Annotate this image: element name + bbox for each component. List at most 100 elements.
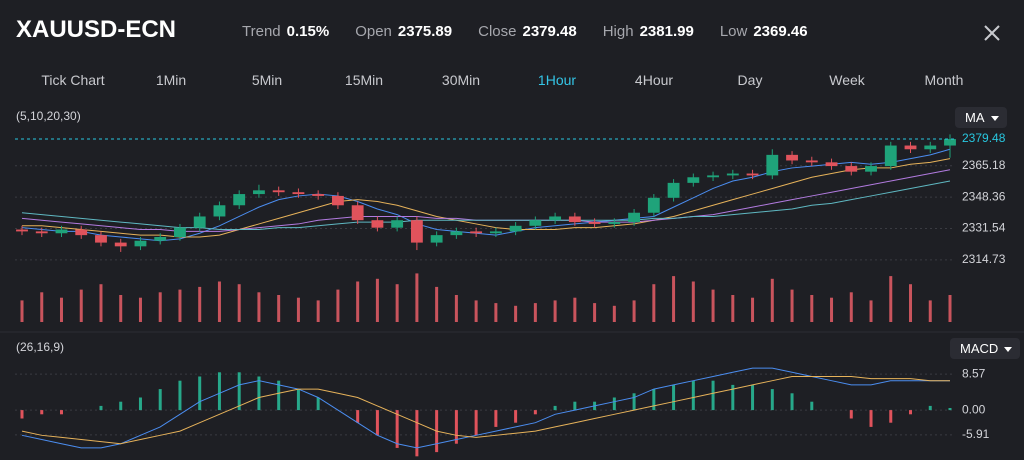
macd-bar xyxy=(494,410,498,427)
timeframe-tab[interactable]: 30Min xyxy=(441,72,481,88)
y-tick-label: 0.00 xyxy=(962,402,986,416)
macd-bar xyxy=(948,408,952,411)
macd-params: (26,16,9) xyxy=(16,340,64,354)
symbol: XAUUSD-ECN xyxy=(16,16,177,43)
candle-body xyxy=(529,220,542,226)
candle-body xyxy=(786,154,798,161)
macd-bar xyxy=(533,410,537,415)
macd-bar xyxy=(474,410,478,436)
y-tick-label: 2314.73 xyxy=(962,252,1006,266)
y-tick-label: 2348.36 xyxy=(962,189,1006,203)
candle-body xyxy=(331,195,344,206)
macd-dropdown[interactable]: MACD xyxy=(950,338,1021,359)
candle-body xyxy=(924,145,937,150)
candle-body xyxy=(371,220,384,228)
candle-body xyxy=(845,166,858,172)
volume-bar xyxy=(356,281,360,322)
volume-bar xyxy=(217,281,221,322)
volume-bar xyxy=(415,273,419,322)
candle-body xyxy=(726,173,739,176)
volume-bar xyxy=(119,295,123,322)
candle-body xyxy=(588,222,601,224)
candle-body xyxy=(55,229,68,234)
timeframe-tab[interactable]: Month xyxy=(924,72,964,88)
stat-label: High xyxy=(602,23,634,40)
volume-bar xyxy=(790,289,794,322)
candle-body xyxy=(75,229,88,236)
candle-body xyxy=(134,240,147,247)
macd-bar xyxy=(691,380,695,411)
volume-bar xyxy=(928,300,932,322)
candle-body xyxy=(608,222,621,224)
ma-params: (5,10,20,30) xyxy=(16,109,81,123)
candle-body xyxy=(233,194,246,206)
candle-body xyxy=(312,194,325,196)
candle-body xyxy=(766,154,779,176)
timeframe-tab[interactable]: Day xyxy=(737,72,763,88)
close-icon[interactable] xyxy=(984,25,1000,41)
macd-bar xyxy=(612,397,616,411)
timeframe-tab[interactable]: 4Hour xyxy=(634,72,674,88)
timeframe-tab[interactable]: 1Min xyxy=(155,72,187,88)
macd-bar xyxy=(652,389,656,411)
timeframe-tab[interactable]: 15Min xyxy=(344,72,384,88)
macd-line xyxy=(21,375,950,445)
macd-bar xyxy=(237,372,241,411)
candle-body xyxy=(450,231,463,236)
ma-dropdown[interactable]: MA xyxy=(955,107,1007,128)
stat: Open 2375.89 xyxy=(355,23,452,40)
macd-bar xyxy=(514,410,518,423)
stats: Trend 0.15% Open 2375.89 Close 2379.48 High 238… xyxy=(242,23,808,40)
volume-bar xyxy=(612,305,616,322)
volume-bar xyxy=(336,289,340,322)
macd-line xyxy=(21,367,950,449)
y-tick-label: -5.91 xyxy=(962,427,990,441)
stat-label: Trend xyxy=(242,23,281,40)
macd-bar xyxy=(257,376,261,411)
volume-bar xyxy=(198,286,202,322)
volume-bar xyxy=(99,284,103,322)
stat: Low 2369.46 xyxy=(720,23,808,40)
stat-value: 2369.46 xyxy=(753,23,808,40)
timeframe-tab[interactable]: 5Min xyxy=(251,72,283,88)
macd-bar xyxy=(632,393,636,411)
volume-bar xyxy=(158,292,162,322)
candle-body xyxy=(687,177,700,183)
candle-body xyxy=(430,235,443,243)
volume-bar xyxy=(79,289,83,322)
candle-body xyxy=(865,166,877,172)
volume-bar xyxy=(237,284,241,322)
ma-line xyxy=(22,158,951,238)
candle-body xyxy=(489,231,502,234)
volume-bar xyxy=(435,286,439,322)
macd-bar xyxy=(889,410,893,423)
volume-bar xyxy=(652,284,656,322)
volume-bar xyxy=(454,295,458,322)
stat: High 2381.99 xyxy=(603,23,694,40)
y-tick-label: 8.57 xyxy=(962,366,986,380)
candle-body xyxy=(904,145,917,150)
timeframe-tab[interactable]: Tick Chart xyxy=(41,72,105,88)
macd-bar xyxy=(849,410,853,419)
timeframe-tab[interactable]: 1Hour xyxy=(537,72,577,88)
volume-bar xyxy=(375,278,379,322)
timeframe-tab[interactable]: Week xyxy=(829,72,865,88)
volume-bar xyxy=(869,300,873,322)
ma-line xyxy=(21,148,951,242)
stat-label: Low xyxy=(719,23,748,40)
candle-body xyxy=(944,139,956,146)
volume-bar xyxy=(474,300,478,322)
volume-bar xyxy=(494,303,498,322)
ma-line xyxy=(21,180,951,231)
candle-body xyxy=(95,235,107,243)
volume-bar xyxy=(316,300,320,322)
candle-body xyxy=(707,175,719,178)
volume-bar xyxy=(138,297,142,322)
candle-body xyxy=(746,173,759,176)
candle-body xyxy=(154,237,167,241)
last-price-tag xyxy=(958,131,1008,148)
volume-bar xyxy=(691,281,695,322)
y-tick-label: 2331.54 xyxy=(962,221,1006,235)
candle-body xyxy=(647,197,660,213)
